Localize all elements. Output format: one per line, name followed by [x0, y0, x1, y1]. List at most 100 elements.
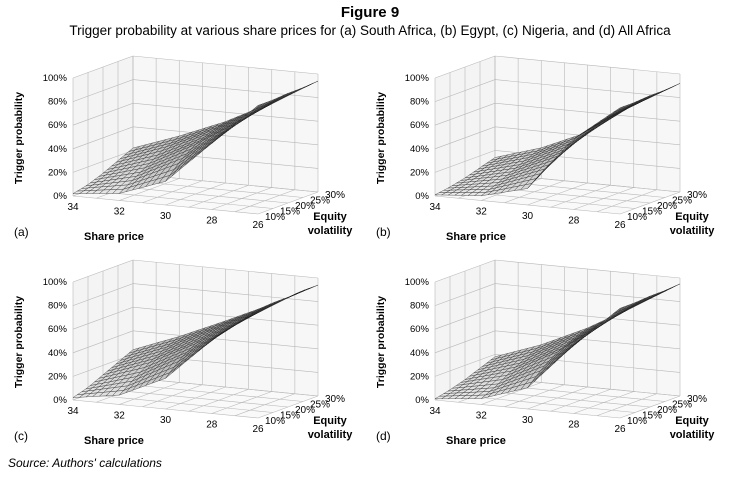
panel-letter: (d) — [376, 429, 391, 443]
surface-cell — [251, 307, 263, 315]
y-tick-label: 15% — [642, 411, 662, 422]
y-tick-label: 10% — [627, 416, 647, 427]
z-tick-label: 60% — [48, 324, 68, 335]
y-tick-label: 15% — [642, 207, 662, 218]
x-tick-label: 32 — [114, 207, 126, 218]
z-axis-label: Trigger probability — [375, 92, 387, 184]
surface-chart: 0% 20% 40% 60% 80% 100% Trigger probability 34 3… — [13, 259, 354, 447]
x-tick-label: 32 — [476, 411, 488, 422]
z-tick-label: 0% — [53, 191, 67, 202]
z-tick-label: 0% — [53, 395, 67, 406]
chart-panel-a: 0% 20% 40% 60% 80% 100% Trigger probability 34 3… — [10, 48, 370, 248]
x-axis-label: Share price — [446, 435, 506, 447]
z-tick-label: 40% — [410, 348, 430, 359]
x-tick-label: 34 — [429, 202, 441, 213]
z-tick-label: 40% — [410, 144, 430, 155]
x-axis-label: Share price — [446, 231, 506, 243]
floor-gridline — [72, 195, 259, 215]
floor-gridline — [87, 394, 274, 413]
x-tick-label: 34 — [429, 406, 441, 417]
z-tick-label: 20% — [48, 371, 68, 382]
surface-chart: 0% 20% 40% 60% 80% 100% Trigger probability 34 3… — [13, 55, 354, 243]
z-tick-label: 60% — [410, 120, 430, 131]
z-tick-label: 0% — [415, 191, 429, 202]
y-tick-label: 25% — [310, 196, 330, 207]
y-axis-label-line1: Equity — [675, 415, 709, 427]
surface-chart: 0% 20% 40% 60% 80% 100% Trigger probability 34 3… — [375, 55, 716, 243]
surface-chart: 0% 20% 40% 60% 80% 100% Trigger probability 34 3… — [375, 259, 716, 447]
y-tick-label: 30% — [687, 394, 707, 405]
x-tick-label: 28 — [568, 216, 580, 227]
floor-gridline — [72, 399, 259, 419]
z-tick-label: 100% — [43, 277, 68, 288]
floor-gridline — [434, 195, 621, 215]
surface-mesh — [72, 284, 319, 398]
z-tick-label: 80% — [410, 301, 430, 312]
floor-gridline — [117, 383, 304, 402]
panel-letter: (a) — [14, 225, 29, 239]
z-tick-label: 80% — [48, 301, 68, 312]
y-tick-label: 20% — [657, 405, 677, 416]
y-tick-label: 25% — [310, 400, 330, 411]
y-axis-label-line2: volatility — [670, 225, 716, 237]
panel-letter: (c) — [14, 429, 28, 443]
x-tick-label: 30 — [522, 211, 534, 222]
z-tick-label: 60% — [48, 120, 68, 131]
y-tick-label: 10% — [627, 212, 647, 223]
x-tick-label: 32 — [114, 411, 126, 422]
x-tick-label: 34 — [67, 406, 79, 417]
surface-mesh — [434, 83, 681, 196]
surface-mesh — [434, 283, 681, 399]
x-tick-label: 28 — [568, 420, 580, 431]
y-tick-label: 30% — [687, 190, 707, 201]
z-tick-label: 80% — [410, 97, 430, 108]
y-axis-label-line2: volatility — [308, 225, 354, 237]
y-axis-label-line2: volatility — [670, 429, 716, 441]
z-tick-label: 100% — [405, 73, 430, 84]
y-tick-label: 25% — [672, 400, 692, 411]
x-tick-label: 26 — [252, 424, 264, 435]
y-tick-label: 20% — [657, 201, 677, 212]
z-tick-label: 60% — [410, 324, 430, 335]
y-tick-label: 20% — [295, 405, 315, 416]
surface-mesh — [72, 80, 319, 194]
y-axis-label-line1: Equity — [313, 415, 347, 427]
x-tick-label: 30 — [160, 211, 172, 222]
x-tick-label: 26 — [614, 424, 626, 435]
z-tick-label: 20% — [410, 371, 430, 382]
z-tick-label: 100% — [405, 277, 430, 288]
y-tick-label: 20% — [295, 201, 315, 212]
y-axis-label-line1: Equity — [675, 211, 709, 223]
floor-gridline — [102, 388, 289, 408]
y-tick-label: 25% — [672, 196, 692, 207]
z-tick-label: 100% — [43, 73, 68, 84]
z-axis-label: Trigger probability — [375, 296, 387, 388]
y-axis-label-line2: volatility — [308, 429, 354, 441]
z-axis-label: Trigger probability — [13, 296, 25, 388]
floor-gridline — [434, 399, 621, 419]
z-axis-label: Trigger probability — [13, 92, 25, 184]
y-tick-label: 15% — [280, 207, 300, 218]
z-tick-label: 0% — [415, 395, 429, 406]
y-tick-label: 10% — [265, 416, 285, 427]
x-tick-label: 30 — [522, 415, 534, 426]
y-tick-label: 30% — [325, 394, 345, 405]
y-tick-label: 15% — [280, 411, 300, 422]
x-tick-label: 26 — [252, 220, 264, 231]
figure-title: Figure 9 — [340, 4, 400, 21]
x-tick-label: 26 — [614, 220, 626, 231]
x-axis-label: Share price — [84, 435, 144, 447]
y-axis-label-line1: Equity — [313, 211, 347, 223]
surface-cell — [613, 306, 625, 314]
chart-panel-d: 0% 20% 40% 60% 80% 100% Trigger probability 34 3… — [372, 252, 732, 452]
surface-cell — [251, 103, 263, 112]
z-tick-label: 20% — [48, 167, 68, 178]
chart-panel-b: 0% 20% 40% 60% 80% 100% Trigger probability 34 3… — [372, 48, 732, 248]
surface-cell — [613, 106, 625, 113]
y-tick-label: 30% — [325, 190, 345, 201]
y-tick-label: 10% — [265, 212, 285, 223]
z-tick-label: 40% — [48, 348, 68, 359]
x-tick-label: 28 — [206, 420, 218, 431]
z-tick-label: 80% — [48, 97, 68, 108]
z-tick-label: 40% — [48, 144, 68, 155]
